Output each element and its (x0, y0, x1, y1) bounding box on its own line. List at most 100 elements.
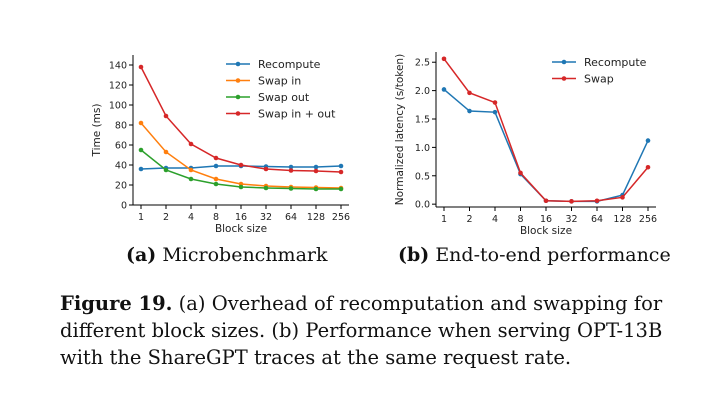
subcaption-a: (a) Microbenchmark (126, 244, 328, 266)
x-tick-label: 2 (163, 212, 169, 223)
y-tick-label: 1.5 (415, 114, 430, 125)
data-point-swap-in-out (238, 162, 244, 168)
x-tick-label: 32 (565, 214, 577, 225)
series-line-swap (443, 58, 649, 203)
y-tick-label: 80 (115, 121, 127, 132)
data-point-swap-in (213, 176, 219, 182)
chart-microbenchmark: 0 20 40 60 80 100 120 140 1 2 4 8 16 32 64 128 256 Block … (91, 55, 350, 235)
y-tick-label: 40 (115, 161, 127, 172)
legend-label-swap-out: Swap out (258, 91, 310, 104)
legend-label-recompute: Recompute (584, 56, 647, 69)
data-point-recompute (492, 109, 498, 115)
subcaption-b: (b) End-to-end performance (398, 244, 671, 266)
data-point-swap-in-out (163, 113, 169, 119)
data-point-swap (467, 90, 472, 96)
data-point-swap-in-out (288, 168, 294, 173)
x-tick-label: 4 (188, 212, 194, 223)
figure-caption-text: (a) Overhead of recomputation and swappi… (60, 292, 663, 369)
legend-marker-swap-out (235, 94, 241, 100)
data-point-recompute (313, 164, 319, 170)
data-point-swap (518, 170, 523, 176)
series-line-recompute (443, 88, 649, 203)
legend-marker-swap (561, 76, 567, 81)
y-axis-label: Normalized latency (s/token) (394, 54, 406, 205)
data-point-recompute (288, 164, 294, 170)
data-point-swap (441, 56, 447, 62)
x-tick-label: 128 (613, 214, 631, 225)
data-point-swap (645, 164, 651, 170)
data-point-recompute (138, 166, 144, 172)
data-point-swap-in-out (313, 168, 319, 174)
legend-label-swap-in: Swap in (258, 75, 301, 88)
data-point-recompute (441, 87, 447, 92)
data-point-swap-in (188, 167, 194, 173)
data-point-swap-out (338, 186, 344, 192)
data-point-swap-out (163, 167, 169, 173)
data-point-swap-out (313, 186, 319, 192)
y-axis-label: Time (ms) (91, 104, 103, 158)
legend-marker-recompute (561, 59, 567, 65)
x-tick-label: 128 (307, 212, 325, 223)
y-tick-label: 0.0 (415, 200, 430, 211)
x-tick-label: 1 (441, 214, 447, 225)
y-tick-label: 2.0 (415, 86, 430, 97)
chart-end-to-end: 0.0 0.5 1.0 1.5 2.0 2.5 1 2 4 8 16 32 64 128 256 Block … (394, 52, 657, 237)
x-tick-label: 256 (332, 212, 350, 223)
y-tick-label: 1.0 (415, 143, 430, 154)
x-tick-label: 8 (517, 214, 523, 225)
x-tick-label: 2 (466, 214, 472, 225)
x-tick-label: 64 (285, 212, 297, 223)
legend-marker-swap-in (235, 78, 241, 83)
x-tick-label: 64 (591, 214, 603, 225)
data-point-swap-out (138, 147, 144, 153)
subcaption-a-label: (a) (126, 244, 157, 266)
y-tick-label: 20 (115, 181, 127, 192)
y-tick-label: 60 (115, 141, 127, 152)
x-axis-label: Block size (215, 223, 267, 235)
y-tick-label: 100 (109, 101, 127, 112)
y-tick-label: 0.5 (415, 171, 430, 182)
x-tick-label: 16 (540, 214, 552, 225)
legend-marker-swap-in-out (235, 111, 241, 116)
x-tick-label: 32 (260, 212, 272, 223)
data-point-swap-out (213, 181, 219, 187)
x-tick-label: 16 (235, 212, 247, 223)
data-point-swap (620, 195, 625, 200)
data-point-swap-in-out (338, 169, 344, 175)
data-point-swap (594, 198, 600, 204)
x-tick-label: 8 (213, 212, 219, 223)
y-tick-label: 2.5 (415, 58, 430, 69)
subcaption-a-text: Microbenchmark (162, 244, 328, 266)
data-point-recompute (338, 163, 344, 169)
data-point-swap-in-out (263, 166, 269, 172)
data-point-swap-in-out (138, 64, 144, 70)
figure-caption: Figure 19. (a) Overhead of recomputation… (60, 290, 700, 371)
data-point-swap (492, 100, 498, 105)
data-point-swap-out (263, 185, 269, 191)
y-tick-label: 140 (109, 61, 127, 72)
subcaption-b-text: End-to-end performance (435, 244, 671, 266)
data-point-swap-in-out (188, 141, 194, 147)
legend-marker-recompute (235, 61, 241, 67)
legend-label-recompute: Recompute (258, 58, 321, 71)
subcaption-b-label: (b) (398, 244, 430, 266)
data-point-swap (543, 198, 549, 204)
data-point-recompute (467, 108, 472, 114)
x-tick-label: 1 (138, 212, 144, 223)
data-point-swap-out (238, 184, 244, 190)
figure-caption-label: Figure 19. (60, 292, 173, 315)
data-point-swap (569, 199, 574, 204)
data-point-recompute (645, 138, 651, 143)
data-point-swap-out (288, 186, 294, 191)
x-tick-label: 256 (639, 214, 657, 225)
y-tick-label: 0 (121, 201, 127, 212)
data-point-swap-in-out (213, 155, 219, 161)
x-axis-label: Block size (520, 225, 572, 237)
data-point-swap-out (188, 176, 194, 182)
data-point-swap-in (138, 120, 144, 126)
data-point-recompute (213, 163, 219, 169)
legend-label-swap: Swap (584, 73, 614, 86)
data-point-swap-in (163, 149, 169, 155)
legend-label-swap-in-out: Swap in + out (258, 108, 336, 121)
